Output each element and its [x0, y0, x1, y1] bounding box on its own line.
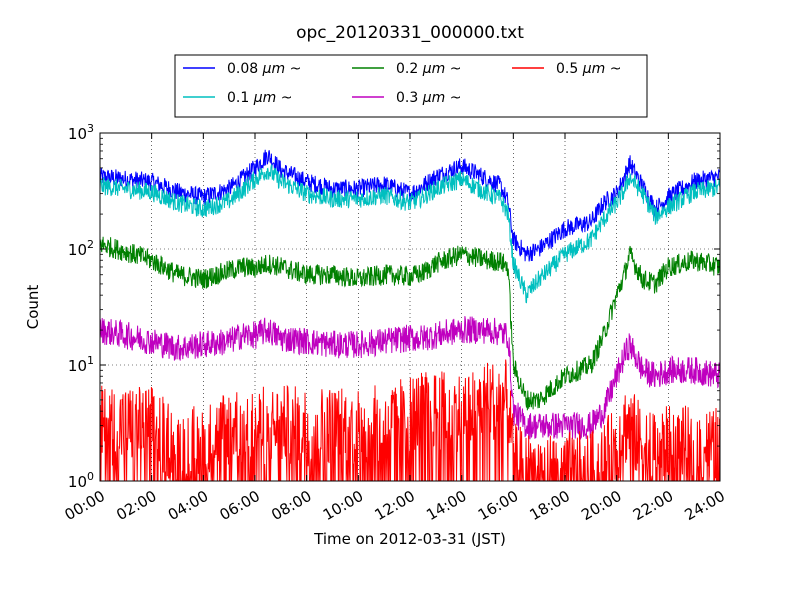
- x-axis-label: Time on 2012-03-31 (JST): [313, 530, 506, 548]
- x-tick-label: 22:00: [630, 487, 676, 524]
- x-tick-labels: 00:00 02:00 04:00 06:00 08:00 10:00 12:00 14:00…: [62, 487, 728, 524]
- series-line: [100, 359, 720, 481]
- x-tick-label: 02:00: [113, 487, 159, 524]
- x-tick-label: 16:00: [475, 487, 521, 524]
- x-tick-label: 18:00: [527, 487, 573, 524]
- chart-title: opc_20120331_000000.txt: [296, 23, 524, 43]
- x-tick-label: 12:00: [372, 487, 418, 524]
- x-tick-label: 06:00: [217, 487, 263, 524]
- legend-frame: [174, 54, 648, 118]
- legend-entry: 0.5 μm ~: [556, 61, 621, 77]
- legend-entry: 0.2 μm ~: [396, 61, 461, 77]
- x-tick-label: 24:00: [682, 487, 728, 524]
- x-tick-label: 20:00: [578, 487, 624, 524]
- series-layer: [100, 149, 720, 481]
- x-tick-label: 08:00: [268, 487, 314, 524]
- y-tick-labels: 100 101 102 103: [68, 122, 94, 491]
- x-tick-label: 04:00: [165, 487, 211, 524]
- x-tick-label: 00:00: [62, 487, 108, 524]
- x-tick-label: 10:00: [320, 487, 366, 524]
- y-axis-label: Count: [24, 285, 42, 330]
- legend: 0.08 μm ~ 0.1 μm ~ 0.2 μm ~ 0.3 μm ~ 0.5 μm …: [174, 54, 648, 118]
- x-tick-label: 14:00: [423, 487, 469, 524]
- y-tick-label: 100: [68, 470, 94, 491]
- series-line: [100, 236, 720, 411]
- legend-entry: 0.1 μm ~: [227, 90, 292, 106]
- y-tick-label: 103: [68, 122, 94, 143]
- axis-ticks: [99, 132, 721, 482]
- y-tick-label: 102: [68, 238, 94, 259]
- series-line: [100, 164, 720, 304]
- legend-entry: 0.08 μm ~: [227, 61, 301, 77]
- legend-entry: 0.3 μm ~: [396, 90, 461, 106]
- y-tick-label: 101: [68, 354, 94, 375]
- series-line: [100, 316, 720, 440]
